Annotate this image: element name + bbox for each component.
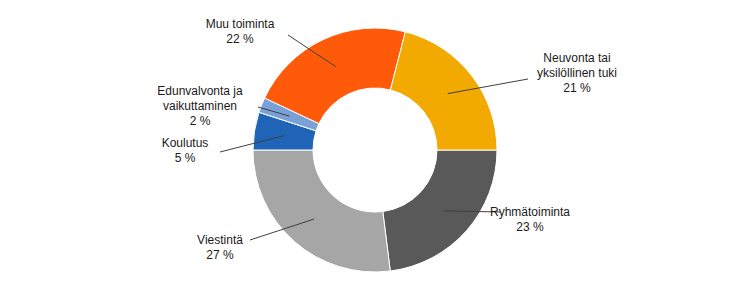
value-label: 2 % (190, 114, 211, 128)
value-label: 5 % (175, 151, 196, 165)
leaders (220, 35, 528, 240)
value-label: 23 % (516, 220, 544, 234)
leader-line (220, 136, 284, 152)
value-label: 21 % (563, 81, 591, 95)
category-line: vaikuttaminen (163, 99, 237, 113)
labels: Ryhmätoiminta23 % Viestintä27 % Koulutus5 … (157, 17, 617, 262)
category-line: yksilöllinen tuki (537, 66, 617, 80)
chart: Ryhmätoiminta23 % Viestintä27 % Koulutus5 … (0, 0, 750, 290)
slice (265, 28, 406, 124)
category-label: Koulutus (162, 136, 209, 150)
leader-line (288, 35, 336, 67)
value-label: 27 % (206, 248, 234, 262)
category-label: Muu toiminta (206, 17, 275, 31)
category-label: Ryhmätoiminta (490, 205, 570, 219)
category-line: Koulutus (162, 136, 209, 150)
leader-line (250, 219, 314, 240)
leader-line (258, 107, 289, 116)
slices (253, 28, 497, 272)
category-line: Viestintä (197, 233, 243, 247)
category-label: Edunvalvonta javaikuttaminen (157, 84, 243, 113)
category-line: Muu toiminta (206, 17, 275, 31)
category-line: Ryhmätoiminta (490, 205, 570, 219)
leader-line (448, 79, 528, 94)
slice (390, 32, 497, 150)
category-label: Viestintä (197, 233, 243, 247)
category-line: Edunvalvonta ja (157, 84, 243, 98)
category-label: Neuvonta taiyksilöllinen tuki (537, 51, 617, 80)
slice (253, 150, 390, 272)
slice (383, 150, 497, 271)
category-line: Neuvonta tai (543, 51, 610, 65)
value-label: 22 % (226, 32, 254, 46)
